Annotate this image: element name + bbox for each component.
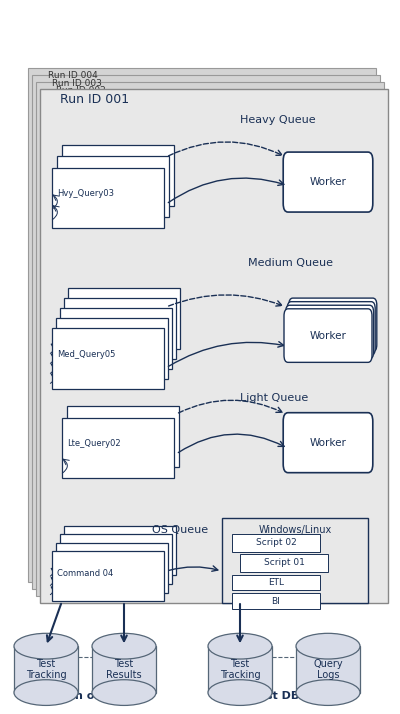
Bar [36,82,384,596]
Polygon shape [208,646,272,693]
Bar [57,156,169,217]
Polygon shape [92,646,156,693]
Bar [232,534,320,552]
Bar [40,89,388,603]
Text: Worker: Worker [310,438,346,448]
Bar [240,554,328,572]
Bar [56,543,168,593]
Text: BI: BI [272,597,280,605]
Ellipse shape [296,633,360,659]
Text: Lte_Query01
.SQL: Lte_Query01 .SQL [72,428,125,446]
Bar [232,593,320,609]
Text: Med_Query02: Med_Query02 [69,320,127,328]
Ellipse shape [92,633,156,659]
Bar [52,328,164,389]
Text: Hvy_Query03: Hvy_Query03 [57,189,114,198]
Text: Command 02: Command 02 [65,551,121,560]
Bar [62,145,174,206]
Text: Run ID 002: Run ID 002 [56,86,106,95]
Bar [222,518,368,603]
Text: Hvy_Query01
.SQL: Hvy_Query01 .SQL [66,166,123,185]
Bar [68,288,180,349]
Bar [32,75,380,589]
Polygon shape [296,646,360,693]
Ellipse shape [208,633,272,659]
Ellipse shape [296,680,360,705]
Text: Run ID 001: Run ID 001 [60,93,129,106]
Bar [52,551,164,601]
Bar [62,418,174,478]
Text: Host DBMS: Host DBMS [249,691,319,701]
Bar [56,318,168,379]
Text: Light Queue: Light Queue [240,393,308,403]
Ellipse shape [208,680,272,705]
Bar [52,168,164,228]
Text: Worker: Worker [310,177,346,187]
Text: Run ID 003: Run ID 003 [52,79,102,88]
Ellipse shape [14,633,78,659]
Text: Med_Query03: Med_Query03 [65,330,123,338]
Text: Windows/Linux: Windows/Linux [258,525,332,535]
Bar [60,308,172,369]
Bar [60,534,172,584]
Text: Query
Logs: Query Logs [313,659,343,680]
Polygon shape [14,646,78,693]
FancyBboxPatch shape [289,298,377,351]
Text: Test
Tracking: Test Tracking [26,659,66,680]
Text: Command 01: Command 01 [69,543,125,552]
Bar [67,406,179,467]
Text: Test
Tracking: Test Tracking [220,659,260,680]
FancyBboxPatch shape [283,413,373,473]
Text: OS Queue: OS Queue [152,526,208,536]
Ellipse shape [92,680,156,705]
Text: Lte_Query02: Lte_Query02 [67,439,120,448]
FancyBboxPatch shape [287,301,375,355]
Bar [64,526,176,575]
Bar [64,298,176,359]
Text: TdBench on Client: TdBench on Client [29,691,143,701]
Text: Med_Query01
.SQL: Med_Query01 .SQL [73,310,131,328]
Text: Command 04: Command 04 [57,568,113,578]
Text: Med_Query05: Med_Query05 [57,350,115,358]
Bar [232,575,320,590]
FancyBboxPatch shape [284,308,372,362]
Text: Script 02: Script 02 [256,538,296,548]
Text: Hvy_Query02: Hvy_Query02 [62,178,118,186]
Text: Script 01: Script 01 [264,558,304,568]
Text: Medium Queue: Medium Queue [248,258,333,268]
Ellipse shape [14,680,78,705]
Bar [28,68,376,582]
Text: ETL: ETL [268,578,284,587]
Text: Worker: Worker [310,331,346,341]
Text: Heavy Queue: Heavy Queue [240,115,316,125]
Text: Med_Query04: Med_Query04 [61,340,119,348]
Text: Run ID 004: Run ID 004 [48,71,98,81]
Text: Test
Results: Test Results [106,659,142,680]
FancyBboxPatch shape [283,152,373,212]
Text: Command 03: Command 03 [61,560,117,569]
FancyBboxPatch shape [286,306,374,358]
